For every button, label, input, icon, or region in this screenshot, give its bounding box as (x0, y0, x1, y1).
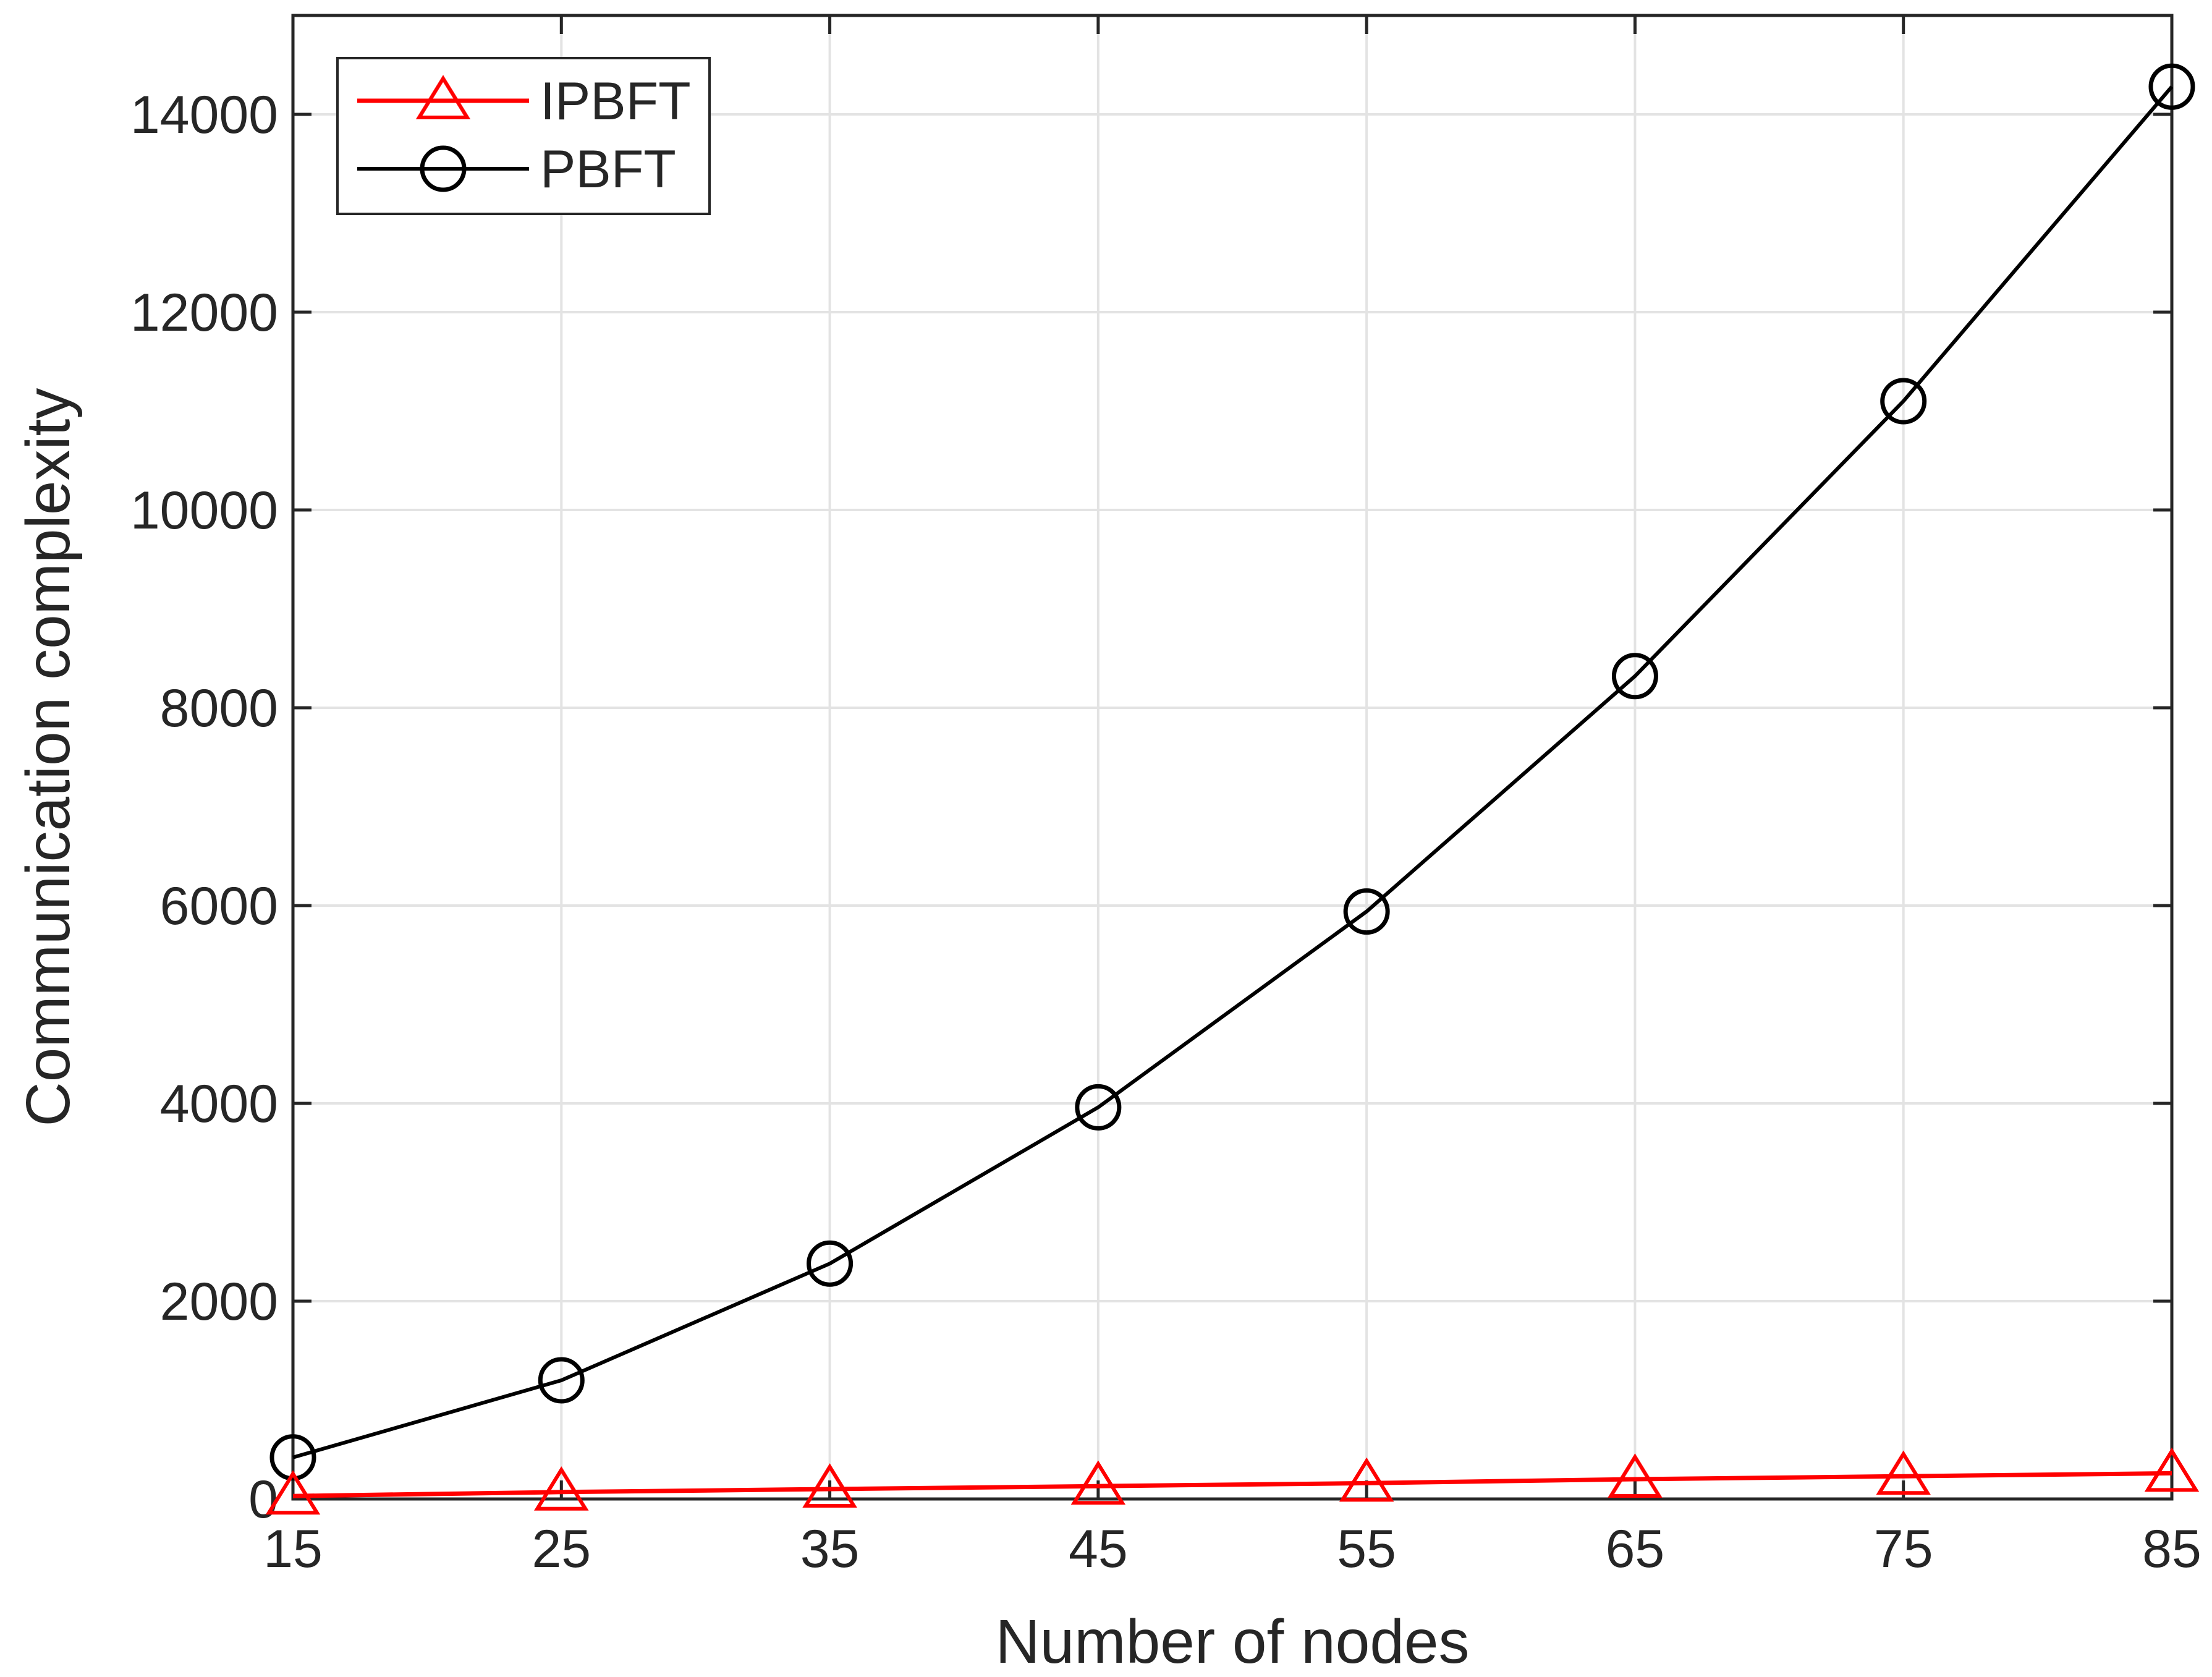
data-point-ipbft (802, 1463, 857, 1508)
data-point-pbft (1075, 1084, 1122, 1131)
series-line-pbft (292, 85, 2174, 1459)
data-point-pbft (2148, 63, 2195, 110)
x-axis-title: Number of nodes (995, 1607, 1469, 1676)
series-pbft (269, 63, 2195, 1481)
x-tick-label: 35 (800, 1519, 860, 1579)
y-tick-label: 2000 (160, 1272, 278, 1331)
x-tick-label: 65 (1606, 1519, 1665, 1579)
y-tick-label: 12000 (130, 283, 278, 342)
legend-marker-pbft (420, 145, 467, 192)
legend-item-pbft: PBFT (357, 140, 676, 199)
legend-label-pbft: PBFT (540, 140, 676, 199)
y-tick-label: 14000 (130, 85, 278, 145)
y-tick-label: 4000 (160, 1074, 278, 1134)
data-point-ipbft (534, 1466, 589, 1511)
data-point-pbft (1611, 653, 1658, 700)
legend-box (336, 57, 711, 215)
series-line-ipbft (292, 1471, 2172, 1498)
y-tick-label: 8000 (160, 679, 278, 738)
data-point-ipbft (1070, 1460, 1126, 1505)
series-ipbft (265, 1447, 2200, 1515)
data-point-pbft (807, 1240, 854, 1287)
x-tick-label: 15 (263, 1519, 323, 1579)
series-layer (265, 63, 2200, 1515)
y-tick-label: 6000 (160, 877, 278, 936)
x-tick-label: 75 (1874, 1519, 1933, 1579)
legend-label-ipbft: IPBFT (540, 72, 691, 131)
data-point-ipbft (2144, 1447, 2200, 1492)
y-tick-label: 10000 (130, 481, 278, 540)
legend-marker-ipbft (415, 75, 471, 119)
plot-area (293, 15, 2172, 1499)
x-tick-label: 55 (1337, 1519, 1396, 1579)
data-point-pbft (1343, 888, 1390, 935)
data-point-ipbft (1876, 1450, 1931, 1495)
axes-box (291, 14, 2174, 1501)
x-tick-label: 85 (2142, 1519, 2201, 1579)
data-point-pbft (1880, 378, 1927, 425)
y-axis-title: Communication complexity (14, 388, 83, 1127)
grid (293, 15, 2172, 1499)
y-tick-label: 0 (248, 1470, 278, 1529)
ticks: 15 25 35 45 55 65 75 85 0 2000 4000 6000 8000 10000 12… (130, 15, 2201, 1579)
legend: IPBFT PBFT (336, 57, 711, 215)
data-point-ipbft (1339, 1457, 1394, 1502)
legend-item-ipbft: IPBFT (357, 72, 691, 131)
data-point-pbft (269, 1434, 316, 1481)
x-tick-label: 45 (1069, 1519, 1128, 1579)
data-point-ipbft (265, 1470, 321, 1515)
data-point-pbft (538, 1357, 585, 1404)
data-point-ipbft (1608, 1453, 1663, 1498)
x-tick-label: 25 (532, 1519, 591, 1579)
